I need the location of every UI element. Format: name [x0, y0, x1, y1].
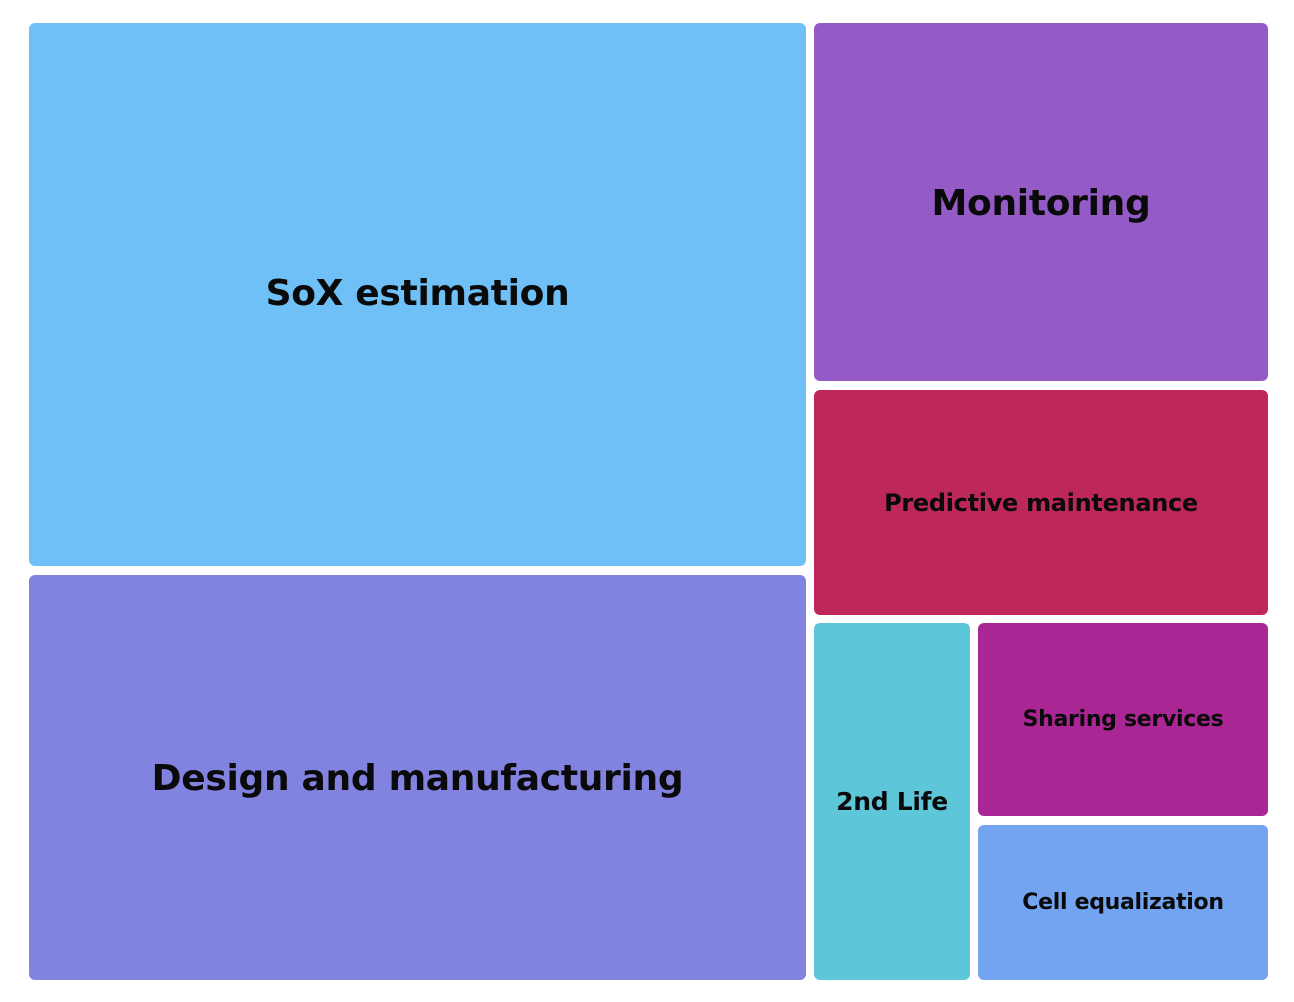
- tile-sox-estimation: SoX estimation: [29, 23, 806, 566]
- tile-label-monitoring: Monitoring: [931, 183, 1151, 224]
- tile-label-sharing-services: Sharing services: [1022, 707, 1224, 732]
- tile-cell-equalization: Cell equalization: [978, 825, 1268, 980]
- tile-monitoring: Monitoring: [814, 23, 1268, 381]
- tile-2nd-life: 2nd Life: [814, 623, 970, 980]
- tile-predictive-maintenance: Predictive maintenance: [814, 390, 1268, 615]
- tile-label-2nd-life: 2nd Life: [836, 787, 948, 816]
- tile-label-cell-equalization: Cell equalization: [1022, 890, 1224, 915]
- tile-label-sox-estimation: SoX estimation: [265, 273, 570, 314]
- tile-label-predictive-maintenance: Predictive maintenance: [884, 488, 1198, 517]
- tile-sharing-services: Sharing services: [978, 623, 1268, 816]
- tile-label-design-and-manufacturing: Design and manufacturing: [151, 758, 684, 799]
- tile-design-and-manufacturing: Design and manufacturing: [29, 575, 806, 980]
